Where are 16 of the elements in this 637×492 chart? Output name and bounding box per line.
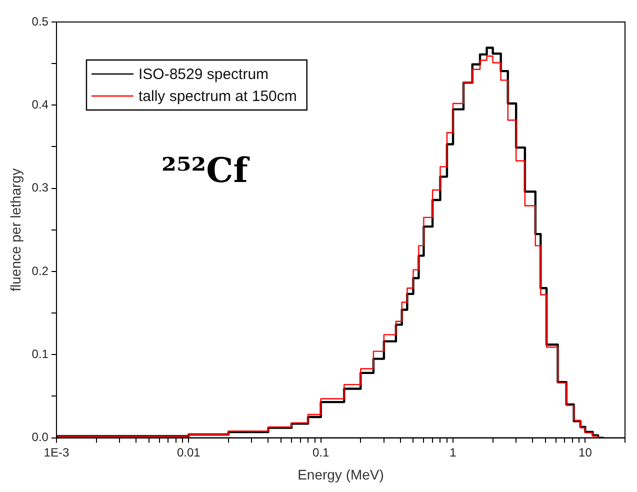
legend-label: ISO-8529 spectrum bbox=[138, 66, 269, 84]
x-tick-label: 1 bbox=[450, 445, 457, 460]
x-tick-label: 0.1 bbox=[312, 445, 330, 460]
y-axis-title: fluence per lethargy bbox=[7, 168, 24, 292]
x-tick-label: 1E-3 bbox=[44, 445, 70, 460]
annotation: ²⁵²Cf bbox=[161, 151, 250, 191]
legend-label: tally spectrum at 150cm bbox=[138, 88, 297, 106]
y-tick-label: 0.2 bbox=[32, 264, 49, 278]
y-tick-label: 0.1 bbox=[32, 346, 49, 361]
y-tick-label: 0.5 bbox=[32, 14, 49, 28]
y-tick-label: 0.4 bbox=[32, 97, 49, 112]
y-tick-label: 0.3 bbox=[32, 180, 49, 195]
y-tick-label: 0.0 bbox=[32, 430, 49, 444]
x-tick-label: 0.01 bbox=[176, 445, 201, 460]
x-axis-title: Energy (MeV) bbox=[298, 466, 384, 482]
x-tick-label: 10 bbox=[578, 445, 592, 460]
